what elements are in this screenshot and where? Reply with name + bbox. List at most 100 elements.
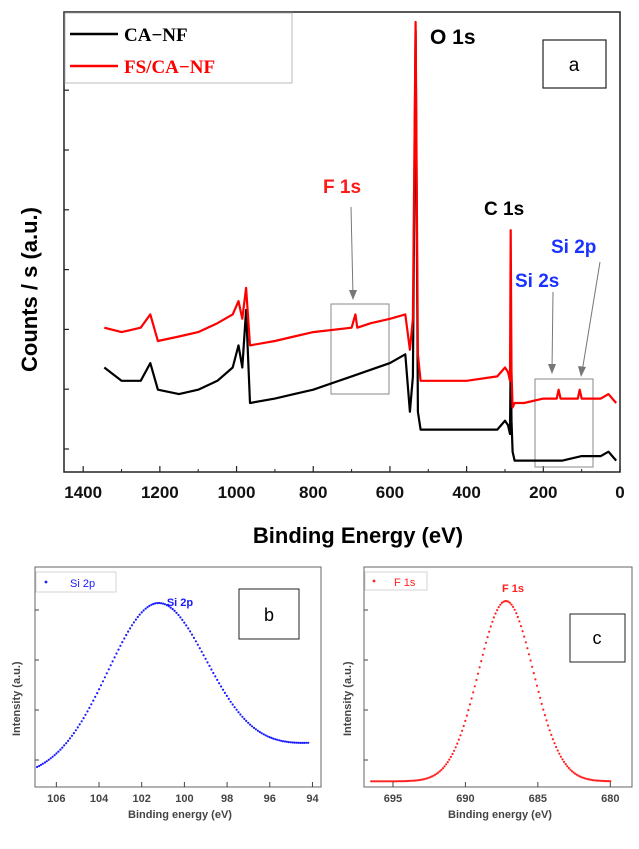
data-point bbox=[432, 774, 435, 777]
f1s-arrowhead bbox=[349, 290, 357, 300]
data-point bbox=[371, 780, 374, 783]
data-point bbox=[39, 763, 43, 767]
data-point bbox=[278, 739, 281, 742]
data-point bbox=[307, 741, 310, 744]
data-point bbox=[169, 606, 172, 609]
data-point bbox=[148, 604, 151, 608]
data-point bbox=[410, 779, 413, 782]
data-point bbox=[223, 691, 226, 695]
data-point bbox=[553, 742, 556, 745]
panel-b-letter-box bbox=[238, 588, 300, 640]
data-point bbox=[51, 755, 54, 758]
data-point bbox=[53, 754, 56, 757]
data-point bbox=[518, 620, 521, 623]
data-point bbox=[448, 758, 451, 761]
panel-a-letter-box bbox=[542, 39, 607, 89]
data-point bbox=[260, 732, 263, 735]
data-point bbox=[559, 755, 563, 758]
data-point bbox=[45, 760, 48, 763]
data-point bbox=[163, 603, 166, 606]
x-tick-label: 600 bbox=[376, 483, 404, 502]
data-point bbox=[566, 765, 569, 768]
panel-c-legend-label: F 1s bbox=[394, 577, 416, 589]
data-point bbox=[454, 746, 457, 749]
panel-c-legend bbox=[364, 571, 428, 591]
data-point bbox=[476, 672, 480, 675]
x-tick-label: 94 bbox=[306, 793, 319, 805]
data-point bbox=[63, 744, 66, 747]
data-point bbox=[550, 733, 553, 737]
data-point bbox=[185, 624, 188, 627]
data-point bbox=[564, 763, 567, 766]
data-point bbox=[492, 616, 495, 619]
data-point bbox=[152, 602, 155, 606]
legend-label-ca-nf: CA−NF bbox=[124, 25, 188, 46]
data-point bbox=[142, 609, 145, 612]
data-point bbox=[204, 657, 207, 660]
data-point bbox=[121, 641, 124, 644]
data-point bbox=[90, 703, 93, 706]
data-point bbox=[138, 613, 141, 616]
data-point bbox=[285, 740, 288, 743]
data-point bbox=[49, 757, 52, 760]
data-point bbox=[229, 700, 232, 703]
data-point bbox=[574, 772, 577, 775]
data-point bbox=[433, 773, 437, 776]
data-point bbox=[468, 703, 472, 706]
data-point bbox=[500, 601, 503, 605]
data-point bbox=[496, 609, 499, 612]
data-point bbox=[414, 779, 417, 782]
data-point bbox=[484, 641, 488, 644]
data-point bbox=[196, 643, 199, 646]
panel-a-frame bbox=[63, 11, 621, 473]
data-point bbox=[136, 615, 139, 619]
data-point bbox=[274, 738, 277, 741]
data-point bbox=[438, 770, 441, 773]
c1s-label: C 1s bbox=[484, 199, 524, 220]
data-point bbox=[144, 607, 147, 610]
data-point bbox=[529, 659, 532, 662]
data-point bbox=[107, 668, 110, 671]
data-point bbox=[57, 750, 60, 753]
data-point bbox=[187, 627, 190, 630]
panel-b-peak-label: Si 2p bbox=[167, 597, 194, 609]
data-point bbox=[398, 780, 401, 783]
data-point bbox=[609, 780, 612, 783]
si2p-label: Si 2p bbox=[551, 237, 596, 258]
panel-b-points bbox=[36, 601, 310, 769]
data-point bbox=[607, 780, 610, 783]
x-tick-label: 0 bbox=[615, 483, 624, 502]
data-point bbox=[567, 766, 570, 770]
data-point bbox=[435, 772, 438, 775]
data-point bbox=[78, 723, 81, 726]
data-point bbox=[535, 684, 539, 687]
data-point bbox=[475, 678, 478, 682]
data-point bbox=[408, 779, 411, 783]
data-point bbox=[511, 605, 515, 609]
data-point bbox=[483, 647, 486, 650]
data-point bbox=[513, 608, 516, 611]
data-point bbox=[548, 729, 551, 732]
panel-b-x-title: Binding energy (eV) bbox=[128, 809, 232, 821]
data-point bbox=[119, 644, 122, 647]
data-point bbox=[542, 708, 545, 711]
data-point bbox=[402, 780, 405, 783]
panel-c-letter: c bbox=[593, 628, 602, 648]
data-point bbox=[572, 771, 575, 774]
data-point bbox=[171, 608, 174, 611]
data-point bbox=[523, 635, 526, 638]
data-point bbox=[478, 666, 481, 669]
x-tick-label: 690 bbox=[456, 793, 474, 805]
data-point bbox=[384, 780, 387, 783]
data-point bbox=[38, 764, 41, 768]
data-point bbox=[561, 758, 564, 761]
data-point bbox=[94, 695, 97, 699]
data-point bbox=[299, 741, 302, 745]
data-point bbox=[453, 749, 456, 752]
data-point bbox=[210, 668, 213, 671]
data-point bbox=[437, 771, 440, 774]
x-tick-label: 1200 bbox=[141, 483, 179, 502]
data-point bbox=[540, 702, 543, 706]
data-point bbox=[394, 780, 397, 783]
panel-a-legend bbox=[64, 12, 293, 84]
